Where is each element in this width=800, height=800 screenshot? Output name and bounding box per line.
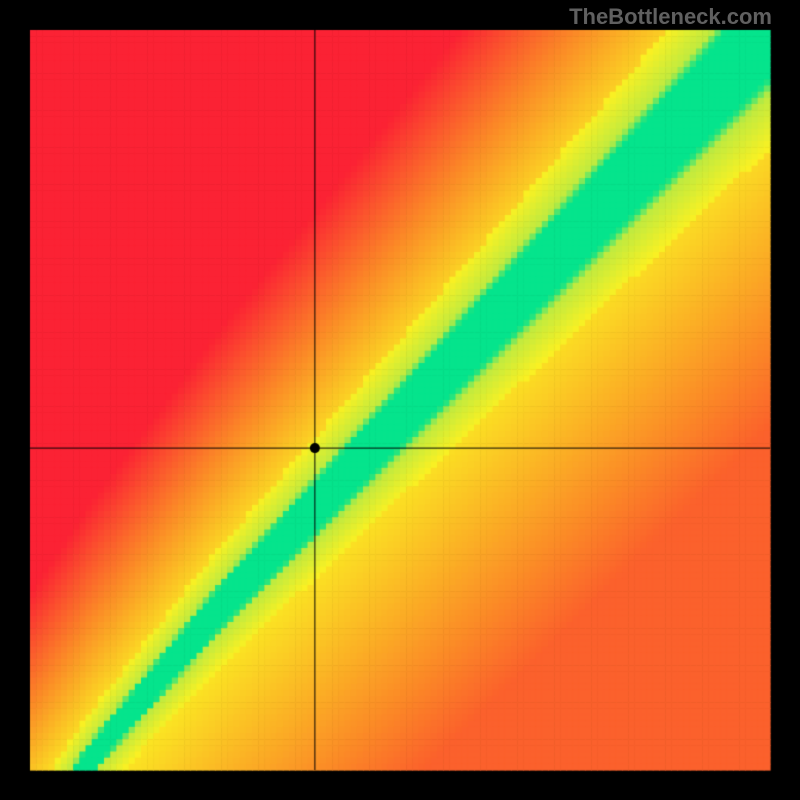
- watermark-text: TheBottleneck.com: [569, 4, 772, 30]
- chart-root: TheBottleneck.com: [0, 0, 800, 800]
- heatmap-canvas: [0, 0, 800, 800]
